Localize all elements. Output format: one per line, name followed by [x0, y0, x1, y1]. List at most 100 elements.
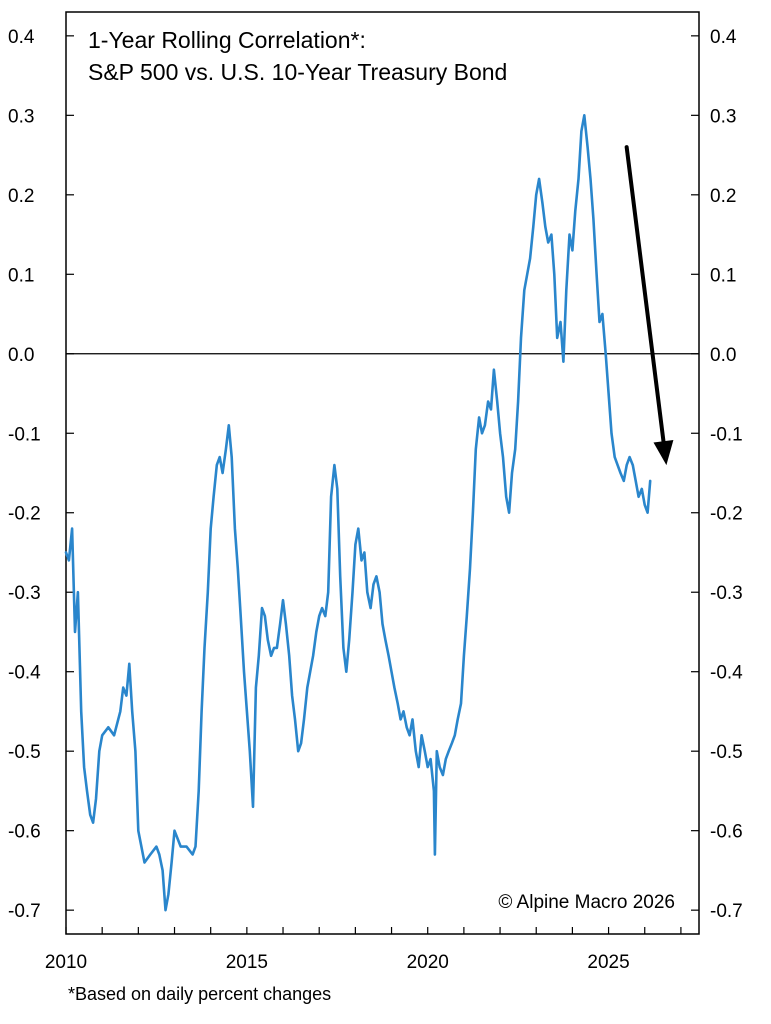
data-point: [523, 289, 526, 291]
chart-title-line-1: 1-Year Rolling Correlation*:: [88, 27, 366, 53]
x-tick-label: 2020: [407, 952, 449, 973]
data-point: [438, 766, 441, 768]
data-point: [216, 464, 218, 466]
data-point: [357, 527, 360, 530]
data-point: [285, 623, 287, 625]
data-point: [206, 591, 209, 594]
data-point: [339, 575, 341, 578]
data-point: [264, 615, 266, 617]
y-tick-label-right: 0.3: [710, 106, 736, 127]
data-point: [568, 233, 571, 236]
data-point: [167, 893, 170, 896]
y-tick-label-left: -0.3: [8, 583, 41, 604]
data-point: [447, 750, 450, 752]
data-point: [194, 845, 197, 848]
data-point: [463, 655, 465, 657]
data-point: [493, 368, 495, 371]
y-tick-label-left: -0.7: [8, 901, 41, 922]
data-point: [342, 647, 345, 649]
data-point: [303, 718, 305, 721]
data-point: [65, 551, 67, 554]
data-point: [221, 472, 224, 474]
data-point: [363, 551, 366, 554]
data-point: [451, 742, 453, 745]
data-point: [309, 670, 311, 673]
data-point: [243, 670, 245, 673]
data-point: [619, 472, 622, 474]
data-point: [348, 639, 351, 641]
data-point: [520, 337, 522, 339]
data-point: [312, 655, 314, 657]
data-point: [481, 432, 483, 435]
data-point: [529, 257, 531, 260]
data-point: [246, 710, 248, 713]
data-point: [424, 750, 426, 752]
footnote: *Based on daily percent changes: [68, 984, 332, 1004]
data-point: [327, 591, 330, 594]
x-axis: 2010 2015 2020 2025: [45, 927, 682, 973]
data-point: [445, 758, 447, 760]
data-point: [230, 456, 233, 458]
data-point: [649, 480, 651, 482]
data-point: [92, 821, 94, 824]
data-point: [532, 225, 535, 228]
data-point: [399, 718, 402, 721]
data-point: [107, 726, 110, 729]
plot-frame: [65, 11, 700, 935]
data-point: [646, 511, 649, 514]
data-point: [158, 853, 161, 856]
data-point: [297, 750, 300, 752]
data-point: [98, 750, 101, 752]
data-point: [77, 591, 79, 594]
data-point: [83, 766, 85, 768]
data-point: [574, 209, 577, 212]
data-point: [465, 615, 468, 617]
y-tick-label-left: 0.2: [8, 186, 34, 207]
y-tick-label-right: -0.3: [710, 583, 743, 604]
data-point: [643, 503, 646, 506]
data-point: [408, 734, 411, 737]
data-point: [601, 313, 604, 315]
data-point: [218, 456, 221, 458]
data-point: [212, 496, 215, 498]
data-point: [351, 591, 354, 594]
x-tick-label: 2025: [587, 952, 629, 973]
data-point: [490, 408, 492, 411]
data-point: [276, 647, 278, 649]
data-point: [89, 813, 92, 816]
data-point: [456, 718, 459, 721]
data-point: [273, 647, 275, 649]
y-tick-label-left: 0.0: [8, 345, 34, 366]
data-point: [442, 774, 444, 776]
data-point: [330, 496, 332, 498]
data-point: [384, 639, 387, 641]
data-point: [252, 806, 254, 808]
data-point: [155, 845, 158, 848]
data-point: [607, 392, 610, 395]
chart-title-line-2: S&P 500 vs. U.S. 10-Year Treasury Bond: [88, 59, 507, 85]
data-point: [354, 543, 357, 546]
data-point: [487, 400, 489, 403]
data-point: [577, 178, 580, 180]
data-point: [411, 718, 414, 721]
data-point: [300, 742, 302, 745]
data-point: [571, 249, 574, 252]
data-point: [137, 829, 140, 832]
data-point: [641, 488, 643, 490]
trend-arrow-annotation: [624, 145, 674, 466]
data-point: [237, 567, 239, 570]
data-point: [460, 702, 462, 705]
data-point: [113, 734, 115, 737]
data-point: [632, 464, 634, 466]
data-point: [417, 766, 420, 768]
data-point: [454, 734, 456, 737]
data-point: [544, 225, 547, 228]
data-point: [435, 750, 438, 752]
data-point: [396, 702, 399, 705]
data-point: [291, 694, 293, 697]
data-point: [583, 114, 586, 117]
y-tick-label-right: -0.2: [710, 504, 743, 525]
data-point: [179, 845, 182, 848]
data-point: [128, 662, 131, 665]
